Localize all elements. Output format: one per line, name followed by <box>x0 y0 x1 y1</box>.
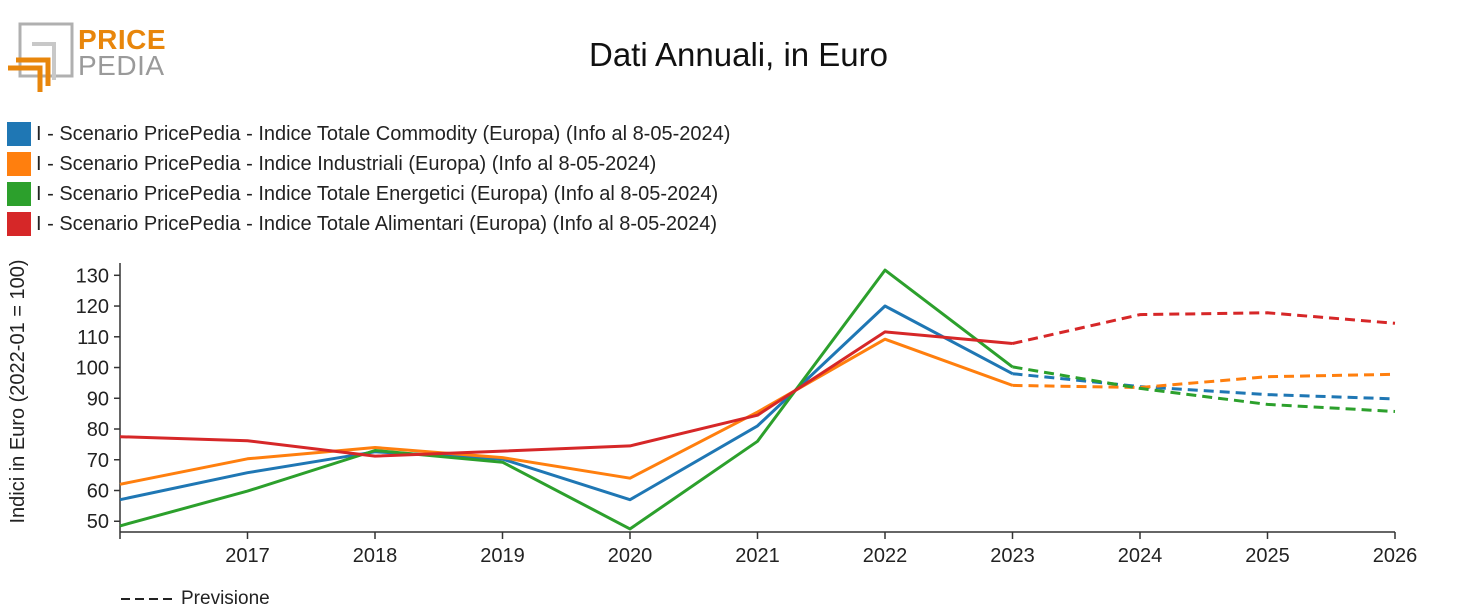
series-line <box>119 330 1013 458</box>
series-line <box>119 268 1014 531</box>
y-axis-label: Indici in Euro (2022-01 = 100) <box>7 259 29 523</box>
x-tick-label: 2018 <box>353 545 398 567</box>
y-tick-label: 50 <box>87 511 109 533</box>
logo-mark-icon <box>8 22 74 92</box>
legend-item[interactable]: I - Scenario PricePedia - Indice Totale … <box>7 179 730 209</box>
logo-text-price: PRICE <box>78 24 167 55</box>
x-tick-label: 2025 <box>1245 545 1290 567</box>
x-tick-label: 2019 <box>480 545 525 567</box>
forecast-label: Previsione <box>181 588 270 609</box>
y-tick-label: 80 <box>87 419 109 441</box>
y-tick-label: 130 <box>76 265 109 287</box>
series-line <box>119 337 1014 486</box>
x-tick-label: 2026 <box>1373 545 1418 567</box>
series-line <box>119 304 1014 502</box>
legend-item[interactable]: I - Scenario PricePedia - Indice Totale … <box>7 209 730 239</box>
legend-label: I - Scenario PricePedia - Indice Totale … <box>36 182 719 205</box>
series-forecast-line <box>1012 365 1396 413</box>
forecast-note: Previsione <box>121 588 270 610</box>
y-tick-label: 100 <box>76 358 109 380</box>
legend-item[interactable]: I - Scenario PricePedia - Indice Industr… <box>7 149 730 179</box>
x-tick-label: 2021 <box>735 545 780 567</box>
series-forecast-line <box>1012 372 1396 401</box>
x-tick-label: 2023 <box>990 545 1035 567</box>
y-tick-label: 90 <box>87 388 109 410</box>
chart-legend: I - Scenario PricePedia - Indice Totale … <box>7 119 730 239</box>
x-tick-label: 2024 <box>1118 545 1163 567</box>
legend-swatch <box>7 182 31 206</box>
x-tick-label: 2017 <box>225 545 270 567</box>
y-tick-label: 60 <box>87 480 109 502</box>
pricepedia-logo: PRICE PEDIA <box>6 22 166 94</box>
legend-swatch <box>7 152 31 176</box>
y-tick-label: 70 <box>87 450 109 472</box>
y-tick-label: 110 <box>77 327 109 349</box>
legend-label: I - Scenario PricePedia - Indice Totale … <box>36 122 731 145</box>
y-tick-label: 120 <box>76 296 109 318</box>
legend-item[interactable]: I - Scenario PricePedia - Indice Totale … <box>7 119 730 149</box>
legend-swatch <box>7 122 31 146</box>
series-forecast-line <box>1012 311 1396 345</box>
x-tick-label: 2020 <box>608 545 653 567</box>
legend-label: I - Scenario PricePedia - Indice Industr… <box>36 152 657 175</box>
legend-swatch <box>7 212 31 236</box>
x-tick-label: 2022 <box>863 545 908 567</box>
logo-text-pedia: PEDIA <box>78 50 165 81</box>
chart-title: Dati Annuali, in Euro <box>588 36 888 73</box>
dashed-line-icon <box>121 598 173 600</box>
legend-label: I - Scenario PricePedia - Indice Totale … <box>36 212 718 235</box>
